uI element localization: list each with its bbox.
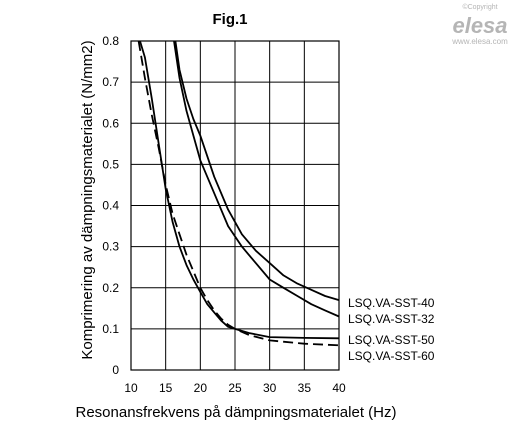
x-tick-label-6: 40: [332, 381, 346, 395]
series-line-4: [137, 40, 340, 347]
y-tick-label-0: 0: [112, 363, 119, 377]
legend-label-4: LSQ.VA-SST-60: [348, 349, 435, 363]
series-layer: [137, 40, 340, 347]
y-tick-label-6: 0.6: [102, 116, 119, 130]
y-axis-label: Komprimering av dämpningsmaterialet (N/m…: [79, 40, 96, 359]
y-tick-label-7: 0.7: [102, 75, 119, 89]
x-tick-label-1: 15: [159, 381, 173, 395]
x-tick-label-2: 20: [194, 381, 208, 395]
elesa-url: www.elesa.com: [451, 37, 508, 46]
y-tick-label-8: 0.8: [102, 34, 119, 48]
y-tick-label-2: 0.2: [102, 281, 119, 295]
y-tick-label-4: 0.4: [102, 199, 119, 213]
plot-frame: [130, 40, 340, 371]
grid: [130, 40, 340, 371]
y-tick-label-3: 0.3: [102, 240, 119, 254]
elesa-logo: elesa: [452, 13, 507, 38]
copyright-text: ©Copyright: [462, 3, 497, 11]
series-line-1: [174, 40, 340, 301]
legend: LSQ.VA-SST-40 LSQ.VA-SST-32 LSQ.VA-SST-50 L…: [348, 296, 435, 363]
legend-label-1: LSQ.VA-SST-40: [348, 296, 435, 310]
x-tick-label-3: 25: [228, 381, 242, 395]
series-line-3: [139, 40, 340, 340]
tick-labels: 10 15 20 25 30 35 40 0 0.1 0.2 0.3 0.4 0.5 0.6 0.7 0.8: [102, 34, 346, 395]
x-tick-label-0: 10: [124, 381, 138, 395]
y-tick-label-5: 0.5: [102, 157, 119, 171]
legend-label-2: LSQ.VA-SST-32: [348, 312, 435, 326]
x-axis-label: Resonansfrekvens på dämpningsmaterialet …: [76, 404, 397, 421]
legend-label-3: LSQ.VA-SST-50: [348, 333, 435, 347]
x-tick-label-5: 35: [298, 381, 312, 395]
series-line-2: [173, 40, 340, 318]
y-tick-label-1: 0.1: [102, 322, 119, 336]
x-tick-label-4: 30: [263, 381, 277, 395]
chart-title: Fig.1: [212, 11, 247, 28]
